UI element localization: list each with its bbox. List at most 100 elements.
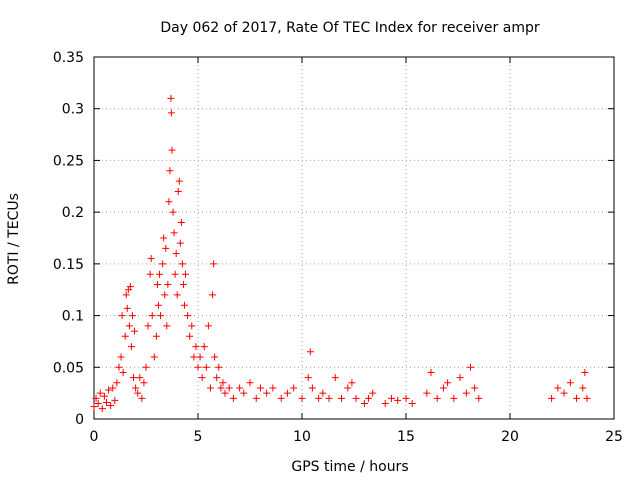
data-point [263, 389, 271, 397]
data-point [147, 255, 155, 263]
data-point [283, 389, 291, 397]
data-point [178, 260, 186, 268]
data-point [471, 384, 479, 392]
data-point [229, 394, 237, 402]
data-point [163, 322, 171, 330]
x-tick-label: 20 [501, 429, 519, 445]
data-point [269, 384, 277, 392]
data-point [105, 386, 113, 394]
x-axis-label: GPS time / hours [291, 459, 408, 475]
y-tick-label: 0.05 [53, 360, 84, 376]
data-point [221, 389, 229, 397]
data-point [387, 394, 395, 402]
data-point [160, 234, 168, 242]
data-point [170, 229, 178, 237]
data-point [211, 353, 219, 361]
data-point [246, 379, 254, 387]
data-point [202, 363, 210, 371]
data-point [150, 353, 158, 361]
data-point [560, 389, 568, 397]
data-point [113, 379, 121, 387]
data-point [117, 353, 125, 361]
data-point [157, 312, 165, 320]
data-point [169, 208, 177, 216]
x-tick-label: 10 [293, 429, 311, 445]
data-point [566, 379, 574, 387]
data-point [304, 374, 312, 382]
data-point [123, 304, 131, 312]
data-point [153, 281, 161, 289]
axis-ticks: 0 5 10 15 20 25 0 0.05 0.1 0.15 0.2 0.25 0.3 0.35 [53, 50, 623, 445]
data-point [92, 394, 100, 402]
data-point [162, 244, 170, 252]
data-point [548, 394, 556, 402]
data-point [115, 363, 123, 371]
data-point [179, 281, 187, 289]
data-point [344, 384, 352, 392]
data-point [319, 389, 327, 397]
data-point [154, 301, 162, 309]
data-point [394, 396, 402, 404]
data-point [96, 389, 104, 397]
x-tick-label: 15 [397, 429, 415, 445]
data-point [439, 384, 447, 392]
data-point [256, 384, 264, 392]
data-point [125, 322, 133, 330]
data-point [177, 218, 185, 226]
data-point [168, 146, 176, 154]
x-tick-label: 5 [194, 429, 203, 445]
data-point [132, 384, 140, 392]
data-point [121, 332, 129, 340]
data-point [111, 396, 119, 404]
data-point [184, 312, 192, 320]
plot-frame [93, 56, 615, 420]
data-point [152, 332, 160, 340]
data-point [402, 394, 410, 402]
y-tick-label: 0.2 [62, 205, 84, 221]
data-point [142, 363, 150, 371]
data-point [433, 394, 441, 402]
data-point [252, 394, 260, 402]
data-point [450, 394, 458, 402]
data-point [131, 327, 139, 335]
data-point [204, 322, 212, 330]
data-point [290, 384, 298, 392]
data-point [134, 389, 142, 397]
data-point [581, 368, 589, 376]
data-point [206, 384, 214, 392]
x-tick-label: 0 [90, 429, 99, 445]
data-point [167, 109, 175, 117]
data-point [165, 198, 173, 206]
data-point [200, 343, 208, 351]
data-point [462, 389, 470, 397]
chart-title: Day 062 of 2017, Rate Of TEC Index for r… [160, 20, 539, 36]
data-point [198, 374, 206, 382]
data-point [138, 394, 146, 402]
data-point [182, 270, 190, 278]
data-point [466, 363, 474, 371]
data-point [348, 379, 356, 387]
data-point [579, 384, 587, 392]
y-tick-label: 0.1 [62, 309, 84, 325]
data-point [583, 394, 591, 402]
data-point [118, 312, 126, 320]
data-point [172, 250, 180, 258]
data-points [90, 94, 591, 413]
data-point [190, 353, 198, 361]
data-point [423, 389, 431, 397]
data-point [338, 394, 346, 402]
data-point [444, 379, 452, 387]
y-tick-label: 0.3 [62, 102, 84, 118]
data-point [161, 291, 169, 299]
data-point [306, 348, 314, 356]
data-point [369, 389, 377, 397]
y-tick-label: 0.35 [53, 50, 84, 66]
data-point [217, 384, 225, 392]
data-point [126, 283, 134, 291]
data-point [167, 94, 175, 102]
data-point [210, 260, 218, 268]
data-point [94, 399, 102, 407]
grid-lines [94, 57, 614, 419]
data-point [456, 374, 464, 382]
